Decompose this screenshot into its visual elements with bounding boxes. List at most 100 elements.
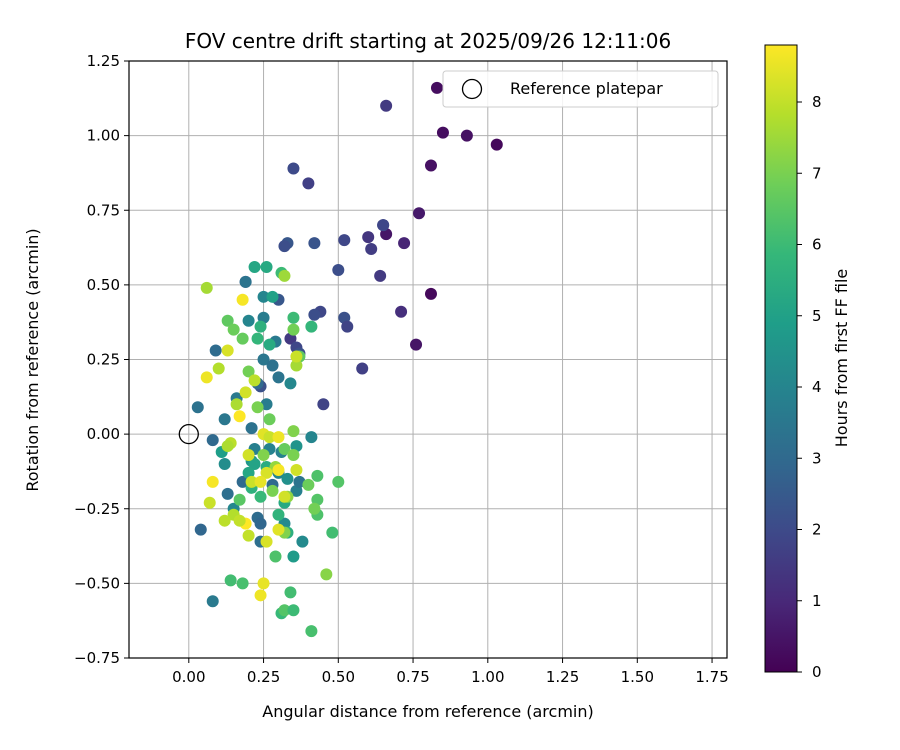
- data-point: [424, 287, 437, 300]
- y-tick-label: 1.25: [87, 52, 120, 70]
- data-point: [236, 293, 249, 306]
- data-point: [281, 472, 294, 485]
- data-point: [278, 240, 291, 253]
- data-point: [221, 344, 234, 357]
- x-tick-label: 1.75: [695, 668, 728, 686]
- data-point: [374, 269, 387, 282]
- x-tick-label: 1.50: [621, 668, 654, 686]
- data-point: [278, 490, 291, 503]
- data-point: [287, 604, 300, 617]
- data-point: [209, 344, 222, 357]
- data-point: [194, 523, 207, 536]
- data-point: [245, 475, 258, 488]
- data-point: [305, 431, 318, 444]
- colorbar-gradient: [764, 44, 798, 673]
- data-point: [296, 535, 309, 548]
- data-point: [308, 502, 321, 515]
- data-point: [266, 290, 279, 303]
- data-point: [254, 517, 267, 530]
- chart-title: FOV centre drift starting at 2025/09/26 …: [185, 29, 671, 53]
- data-point: [221, 487, 234, 500]
- data-point: [326, 526, 339, 539]
- data-point: [257, 577, 270, 590]
- data-point: [490, 138, 503, 151]
- data-point: [311, 469, 324, 482]
- data-point: [236, 332, 249, 345]
- data-point: [263, 431, 276, 444]
- data-point: [332, 475, 345, 488]
- data-point: [424, 159, 437, 172]
- data-point: [248, 374, 261, 387]
- colorbar-tick-label: 5: [812, 307, 822, 325]
- x-axis-ticks: 0.00 0.25 0.50 0.75 1.00 1.25 1.50 1.75: [172, 658, 729, 686]
- data-point: [206, 595, 219, 608]
- data-point: [254, 320, 267, 333]
- data-point: [218, 514, 231, 527]
- data-point: [395, 305, 408, 318]
- y-tick-label: −0.25: [74, 500, 120, 518]
- data-point: [254, 490, 267, 503]
- data-point: [308, 237, 321, 250]
- data-point: [239, 386, 252, 399]
- data-point: [221, 440, 234, 453]
- grid-lines: [129, 60, 727, 659]
- data-point: [284, 586, 297, 599]
- data-point: [272, 371, 285, 384]
- data-point: [287, 162, 300, 175]
- colorbar-tick-label: 6: [812, 236, 822, 254]
- data-point: [260, 260, 273, 273]
- data-point: [308, 308, 321, 321]
- data-point: [430, 81, 443, 94]
- data-point: [263, 338, 276, 351]
- data-point: [200, 371, 213, 384]
- data-point: [290, 463, 303, 476]
- y-tick-label: 0.00: [87, 425, 120, 443]
- data-point: [365, 243, 378, 256]
- x-tick-label: 0.25: [247, 668, 280, 686]
- data-point: [332, 263, 345, 276]
- x-tick-label: 0.00: [172, 668, 205, 686]
- data-point: [230, 398, 243, 411]
- data-point: [266, 359, 279, 372]
- data-points: [191, 81, 503, 638]
- data-point: [218, 413, 231, 426]
- data-point: [272, 463, 285, 476]
- data-point: [302, 478, 315, 491]
- y-tick-label: 0.25: [87, 351, 120, 369]
- y-tick-label: −0.75: [74, 649, 120, 667]
- data-point: [287, 449, 300, 462]
- legend-label: Reference platepar: [510, 79, 663, 98]
- data-point: [224, 574, 237, 587]
- data-point: [317, 398, 330, 411]
- data-point: [260, 535, 273, 548]
- data-point: [212, 362, 225, 375]
- legend: Reference platepar: [442, 70, 719, 108]
- data-point: [436, 126, 449, 139]
- x-tick-label: 0.75: [396, 668, 429, 686]
- data-point: [266, 484, 279, 497]
- data-point: [413, 207, 426, 220]
- y-tick-label: 1.00: [87, 127, 120, 145]
- data-point: [203, 496, 216, 509]
- colorbar-tick-label: 8: [812, 93, 822, 111]
- colorbar-tick-label: 1: [812, 592, 822, 610]
- data-point: [272, 508, 285, 521]
- data-point: [287, 550, 300, 563]
- data-point: [410, 338, 423, 351]
- data-point: [248, 457, 261, 470]
- data-point: [218, 457, 231, 470]
- data-point: [278, 443, 291, 456]
- data-point: [320, 568, 333, 581]
- data-point: [242, 449, 255, 462]
- x-axis-label: Angular distance from reference (arcmin): [262, 702, 593, 721]
- colorbar-ticks: 0 1 2 3 4 5 6 7 8: [797, 93, 822, 681]
- colorbar-label: Hours from first FF file: [832, 269, 851, 448]
- data-point: [251, 401, 264, 414]
- data-point: [341, 320, 354, 333]
- data-point: [284, 377, 297, 390]
- data-point: [287, 311, 300, 324]
- legend-marker-icon: [461, 78, 483, 100]
- colorbar-tick-label: 4: [812, 378, 822, 396]
- data-point: [380, 99, 393, 112]
